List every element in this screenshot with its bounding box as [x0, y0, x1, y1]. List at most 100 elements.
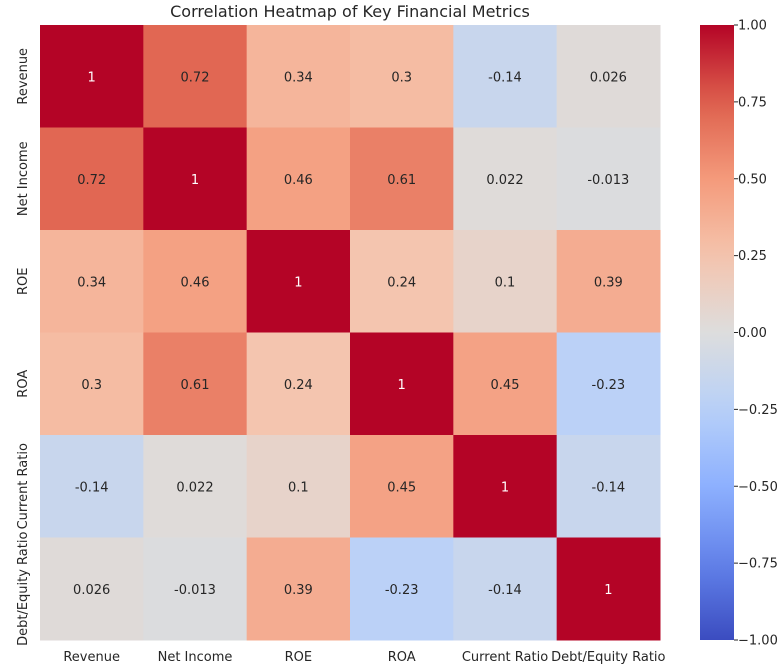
colorbar-tick-label: 1.00: [738, 19, 767, 34]
y-tick-label-revenue: Revenue: [16, 48, 31, 105]
heatmap-cell-net-income-roe: [246, 127, 351, 231]
colorbar-tick-label: 0.75: [738, 95, 767, 110]
y-tick-label-debt-equity-ratio: Debt/Equity Ratio: [16, 532, 31, 646]
heatmap-cell-current-ratio-debt-equity-ratio: [556, 435, 661, 538]
colorbar-tick-label: 0.00: [738, 326, 767, 341]
colorbar-tick-label: −0.75: [738, 557, 778, 572]
cell-value-label: 1: [191, 173, 199, 188]
heatmap-cell-net-income-current-ratio: [453, 127, 558, 231]
cell-value-label: 0.022: [176, 480, 213, 495]
x-tick-label-net-income: Net Income: [158, 650, 233, 665]
heatmap-cell-roa-debt-equity-ratio: [556, 332, 661, 436]
cell-value-label: 0.39: [284, 583, 313, 598]
cell-value-label: 0.45: [387, 480, 416, 495]
heatmap-cell-net-income-revenue: [40, 127, 144, 231]
heatmap-cell-current-ratio-revenue: [40, 435, 144, 538]
y-tick-label-roa: ROA: [16, 370, 31, 398]
heatmap-cell-roe-roa: [350, 230, 454, 333]
colorbar-tick-labels: 1.00 0.75 0.50 0.25 0.00 −0.25 −0.50 −0.75 −1.00: [734, 19, 778, 649]
cell-value-label: -0.14: [75, 480, 109, 495]
y-axis-tick-labels: Revenue Net Income ROE ROA Current Ratio Debt…: [16, 48, 31, 646]
heatmap-cell-current-ratio-net-income: [143, 435, 248, 538]
heatmap-cell-net-income-net-income: [143, 127, 248, 231]
cell-value-label: 1: [398, 378, 406, 393]
cell-value-label: -0.23: [385, 583, 419, 598]
chart-title: Correlation Heatmap of Key Financial Met…: [170, 2, 530, 21]
cell-value-label: 1: [88, 70, 96, 85]
cell-value-label: -0.013: [587, 173, 629, 188]
cell-value-label: 0.1: [288, 480, 309, 495]
cell-value-label: 0.45: [491, 378, 520, 393]
heatmap-cell-roa-roa: [350, 332, 454, 436]
heatmap-cell-debt-equity-ratio-roa: [350, 537, 454, 641]
heatmap-cell-net-income-roa: [350, 127, 454, 231]
cell-value-label: 0.24: [387, 275, 416, 290]
cell-value-label: 0.3: [391, 70, 412, 85]
cell-value-label: 0.72: [77, 173, 106, 188]
cell-value-label: -0.14: [488, 583, 522, 598]
cell-value-label: -0.14: [592, 480, 626, 495]
heatmap-cell-revenue-net-income: [143, 25, 248, 128]
colorbar-tick-label: −0.25: [738, 403, 778, 418]
y-tick-label-current-ratio: Current Ratio: [16, 443, 31, 529]
heatmap-cell-roe-net-income: [143, 230, 248, 333]
x-tick-label-roa: ROA: [388, 650, 416, 665]
cell-value-label: 0.39: [594, 275, 623, 290]
cell-value-label: 0.72: [181, 70, 210, 85]
heatmap-cell-revenue-current-ratio: [453, 25, 558, 128]
y-tick-label-roe: ROE: [16, 268, 31, 295]
cell-value-label: 0.34: [284, 70, 313, 85]
cell-value-label: 1: [501, 480, 509, 495]
heatmap-cell-roa-net-income: [143, 332, 248, 436]
x-tick-label-revenue: Revenue: [63, 650, 120, 665]
cell-value-label: 1: [604, 583, 612, 598]
cell-value-label: -0.23: [592, 378, 626, 393]
heatmap-cell-debt-equity-ratio-revenue: [40, 537, 144, 641]
heatmap-cell-current-ratio-roe: [246, 435, 351, 538]
heatmap-cell-roe-debt-equity-ratio: [556, 230, 661, 333]
heatmap-cell-revenue-roe: [246, 25, 351, 128]
cell-value-label: 0.1: [495, 275, 516, 290]
colorbar-tick-label: −1.00: [738, 634, 778, 649]
heatmap-cell-net-income-debt-equity-ratio: [556, 127, 661, 231]
heatmap-cells: 1 0.72 0.34 0.3 -0.14 0.026 0.72 1 0.46 0.61 0.022…: [40, 25, 661, 641]
heatmap-cell-revenue-roa: [350, 25, 454, 128]
colorbar: [700, 25, 734, 640]
cell-value-label: 0.026: [73, 583, 110, 598]
x-tick-label-debt-equity-ratio: Debt/Equity Ratio: [551, 650, 665, 665]
cell-value-label: 0.61: [181, 378, 210, 393]
heatmap-cell-current-ratio-roa: [350, 435, 454, 538]
cell-value-label: 0.24: [284, 378, 313, 393]
heatmap-cell-debt-equity-ratio-current-ratio: [453, 537, 558, 641]
heatmap-cell-revenue-revenue: [40, 25, 144, 128]
colorbar-tick-label: −0.50: [738, 480, 778, 495]
heatmap-cell-roe-roe: [246, 230, 351, 333]
cell-value-label: 0.46: [181, 275, 210, 290]
colorbar-tick-label: 0.25: [738, 249, 767, 264]
cell-value-label: 0.3: [81, 378, 102, 393]
heatmap-cell-current-ratio-current-ratio: [453, 435, 558, 538]
heatmap-cell-roe-revenue: [40, 230, 144, 333]
cell-value-label: 0.026: [590, 70, 627, 85]
heatmap-cell-roa-revenue: [40, 332, 144, 436]
heatmap-cell-debt-equity-ratio-debt-equity-ratio: [556, 537, 661, 641]
heatmap-cell-roa-current-ratio: [453, 332, 558, 436]
x-tick-label-current-ratio: Current Ratio: [462, 650, 548, 665]
heatmap-cell-debt-equity-ratio-net-income: [143, 537, 248, 641]
heatmap-cell-debt-equity-ratio-roe: [246, 537, 351, 641]
heatmap-cell-roe-current-ratio: [453, 230, 558, 333]
heatmap-cell-roa-roe: [246, 332, 351, 436]
cell-value-label: 1: [294, 275, 302, 290]
colorbar-tick-label: 0.50: [738, 172, 767, 187]
x-axis-tick-labels: Revenue Net Income ROE ROA Current Ratio Debt…: [63, 650, 665, 665]
cell-value-label: -0.013: [174, 583, 216, 598]
cell-value-label: 0.022: [486, 173, 523, 188]
heatmap-cell-revenue-debt-equity-ratio: [556, 25, 661, 128]
cell-value-label: 0.46: [284, 173, 313, 188]
cell-value-label: -0.14: [488, 70, 522, 85]
cell-value-label: 0.34: [77, 275, 106, 290]
y-tick-label-net-income: Net Income: [16, 141, 31, 216]
cell-value-label: 0.61: [387, 173, 416, 188]
